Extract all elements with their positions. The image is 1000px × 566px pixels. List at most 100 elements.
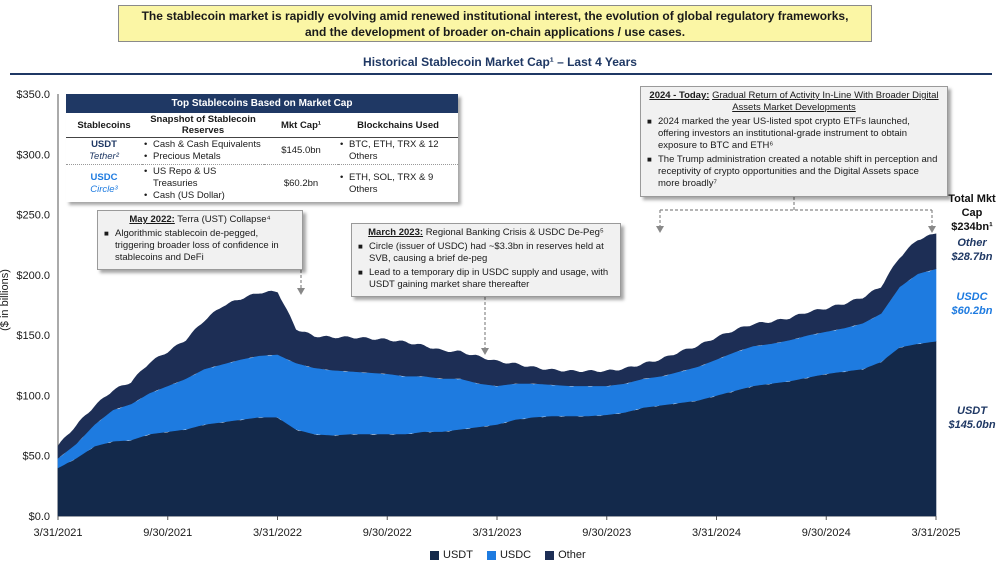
annotation-title: Terra (UST) Collapse⁴ (177, 214, 271, 225)
x-tick-label: 3/31/2022 (253, 527, 302, 539)
annotation-title: Gradual Return of Activity In-Line With … (712, 90, 939, 113)
area-usdt (57, 340, 937, 517)
usdt-value: $145.0bn (948, 419, 996, 431)
legend-swatch (486, 550, 496, 560)
headline-banner: The stablecoin market is rapidly evolvin… (118, 5, 872, 42)
chain-item: BTC, ETH, TRX & 12 Others (340, 139, 456, 163)
y-tick-label: $50.0 (22, 451, 50, 463)
mkt-cap-cell: $60.2bn (283, 178, 319, 189)
arrow-head (481, 348, 489, 355)
legend-item-usdt: USDT (430, 549, 473, 561)
arrow-terra (297, 270, 305, 295)
x-tick-label: 3/31/2024 (692, 527, 741, 539)
other-value: $28.7bn (951, 251, 993, 263)
annotation-banking-crisis: March 2023: Regional Banking Crisis & US… (351, 223, 621, 297)
x-tick-label: 9/30/2023 (582, 527, 631, 539)
mkt-cap-cell: $145.0bn (264, 137, 338, 165)
total-value: $234bn¹ (951, 221, 993, 233)
x-tick-label: 9/30/2024 (802, 527, 851, 539)
headline-line-2: and the development of broader on-chain … (304, 24, 686, 39)
x-tick-label: 9/30/2021 (143, 527, 192, 539)
annotation-title: Regional Banking Crisis & USDC De-Peg⁵ (425, 227, 604, 238)
coin-name: USDC (90, 172, 118, 183)
arrow-banking-crisis (481, 297, 489, 355)
usdc-name: USDC (956, 291, 988, 303)
table-header-row: Stablecoins Snapshot of Stablecoin Reser… (66, 113, 458, 138)
annotation-heading: 2024 - Today: Gradual Return of Activity… (647, 90, 941, 114)
chains-cell: ETH, SOL, TRX & 9 Others (338, 165, 458, 204)
arrow-head (656, 226, 664, 233)
x-tick-label: 3/31/2021 (34, 527, 83, 539)
coin-issuer: Circle³ (90, 184, 118, 195)
annotation-bullet: The Trump administration created a notab… (647, 154, 941, 190)
y-tick-label: $350.0 (16, 89, 50, 101)
y-axis-label: ($ in billions) (0, 269, 11, 331)
table-row: USDC Circle³ US Repo & US Treasuries Cas… (66, 165, 458, 204)
headline-line-1: The stablecoin market is rapidly evolvin… (141, 8, 849, 23)
y-tick-label: $300.0 (16, 149, 50, 161)
total-label: Total Mkt Cap (948, 193, 996, 219)
annotation-terra-collapse: May 2022: Terra (UST) Collapse⁴ Algorith… (97, 210, 303, 270)
reserve-item: Cash (US Dollar) (144, 190, 262, 202)
usdt-series-label: USDT $145.0bn (944, 404, 1000, 432)
top-stablecoins-table: Top Stablecoins Based on Market Cap Stab… (66, 94, 458, 202)
annotation-heading: May 2022: Terra (UST) Collapse⁴ (104, 214, 296, 226)
chart-title: Historical Stablecoin Market Cap¹ – Last… (363, 55, 637, 69)
chart-areas (57, 233, 937, 517)
total-mkt-cap-label: Total Mkt Cap $234bn¹ (944, 192, 1000, 234)
y-tick-label: $250.0 (16, 210, 50, 222)
other-name: Other (957, 237, 987, 249)
coin-cell: USDT Tether² (66, 137, 142, 165)
arrow-head (297, 288, 305, 295)
annotation-bullet: 2024 marked the year US-listed spot cryp… (647, 116, 941, 152)
col-header-mkt-cap: Mkt Cap¹ (264, 113, 338, 138)
arrow-2024-right (928, 210, 936, 233)
annotation-bullet: Algorithmic stablecoin de-pegged, trigge… (104, 228, 296, 264)
usdc-value: $60.2bn (951, 305, 993, 317)
chains-cell: BTC, ETH, TRX & 12 Others (338, 137, 458, 165)
legend-swatch (545, 550, 555, 560)
col-header-blockchains: Blockchains Used (338, 113, 458, 138)
legend-label: Other (558, 549, 586, 561)
annotation-bullet: Circle (issuer of USDC) had ~$3.3bn in r… (358, 241, 614, 265)
legend-item-other: Other (545, 549, 586, 561)
coin-name: USDT (91, 139, 117, 150)
y-tick-label: $100.0 (16, 390, 50, 402)
x-tick-label: 3/31/2025 (912, 527, 961, 539)
col-header-reserves: Snapshot of Stablecoin Reserves (142, 113, 264, 138)
chain-item: ETH, SOL, TRX & 9 Others (340, 172, 456, 196)
table-row: USDT Tether² Cash & Cash Equivalents Pre… (66, 137, 458, 165)
chart-legend: USDT USDC Other (430, 549, 586, 561)
reserve-item: Cash & Cash Equivalents (144, 139, 262, 151)
y-tick-label: $200.0 (16, 270, 50, 282)
title-divider (10, 73, 992, 75)
annotation-bullet: Lead to a temporary dip in USDC supply a… (358, 267, 614, 291)
annotation-2024-today: 2024 - Today: Gradual Return of Activity… (640, 86, 948, 197)
stablecoin-table: Stablecoins Snapshot of Stablecoin Reser… (66, 113, 458, 203)
annotation-bullets: Algorithmic stablecoin de-pegged, trigge… (104, 228, 296, 264)
annotation-date: May 2022: (129, 214, 175, 225)
reserve-item: US Repo & US Treasuries (144, 166, 262, 190)
reserve-item: Precious Metals (144, 151, 262, 163)
legend-swatch (430, 550, 439, 560)
coin-issuer: Tether² (89, 151, 119, 162)
annotation-bullets: 2024 marked the year US-listed spot cryp… (647, 116, 941, 190)
arrow-2024-left (656, 210, 664, 233)
usdt-name: USDT (957, 405, 987, 417)
coin-cell: USDC Circle³ (66, 165, 142, 204)
arrow-2024-bracket (660, 197, 932, 211)
y-tick-label: $0.0 (29, 511, 50, 523)
annotation-date: 2024 - Today: (649, 90, 710, 101)
annotation-bullets: Circle (issuer of USDC) had ~$3.3bn in r… (358, 241, 614, 291)
annotation-arrows (297, 197, 936, 355)
arrow-head (928, 226, 936, 233)
table-title: Top Stablecoins Based on Market Cap (66, 94, 458, 113)
annotation-heading: March 2023: Regional Banking Crisis & US… (358, 227, 614, 239)
col-header-stablecoins: Stablecoins (66, 113, 142, 138)
legend-label: USDT (443, 549, 473, 561)
usdc-series-label: USDC $60.2bn (944, 290, 1000, 318)
reserves-cell: Cash & Cash Equivalents Precious Metals (142, 137, 264, 165)
reserves-cell: US Repo & US Treasuries Cash (US Dollar) (142, 165, 264, 204)
x-tick-label: 3/31/2023 (473, 527, 522, 539)
